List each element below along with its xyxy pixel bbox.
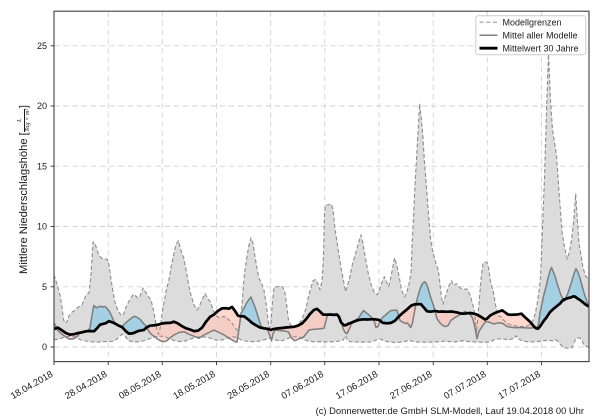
- svg-text:5: 5: [42, 282, 47, 292]
- svg-text:Mittel aller Modelle: Mittel aller Modelle: [503, 30, 578, 40]
- svg-text:Modellgrenzen: Modellgrenzen: [503, 17, 562, 27]
- svg-text:25: 25: [37, 41, 47, 51]
- svg-text:10: 10: [37, 222, 47, 232]
- svg-text:15: 15: [37, 161, 47, 171]
- svg-text:(c) Donnerwetter.de GmbH SLM-M: (c) Donnerwetter.de GmbH SLM-Modell, Lau…: [316, 405, 584, 416]
- svg-text:20: 20: [37, 101, 47, 111]
- svg-text:Mittelwert 30 Jahre: Mittelwert 30 Jahre: [503, 43, 579, 53]
- svg-text:0: 0: [42, 342, 47, 352]
